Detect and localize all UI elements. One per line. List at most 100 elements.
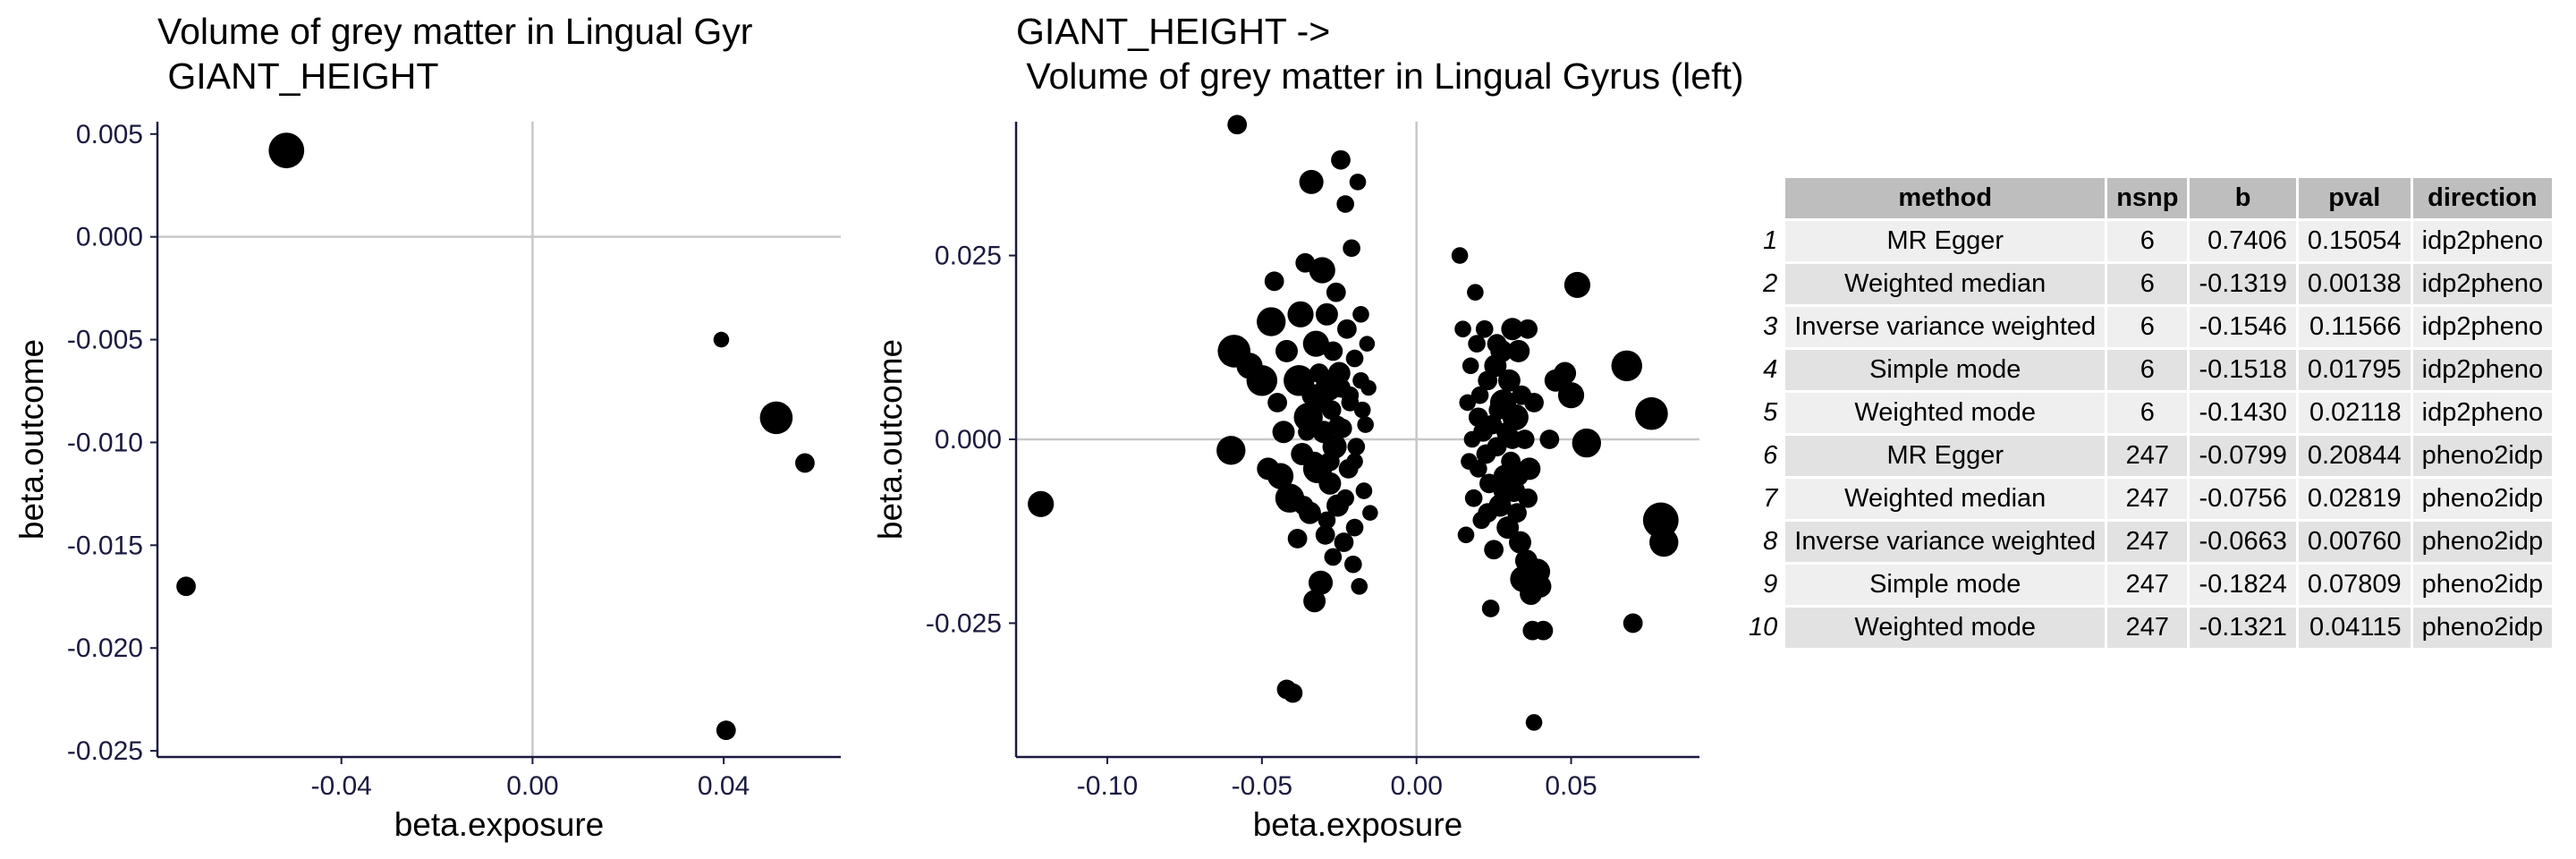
data-point <box>1635 396 1668 430</box>
data-point <box>1468 335 1486 353</box>
cell-nsnp: 6 <box>2107 221 2188 261</box>
data-point <box>759 401 793 435</box>
row-id: 5 <box>1749 393 1784 433</box>
data-point <box>1227 115 1248 135</box>
data-point <box>1533 620 1554 641</box>
data-point <box>1337 319 1357 339</box>
data-point <box>1324 548 1343 566</box>
data-point <box>1529 574 1552 598</box>
x-tick-label: -0.10 <box>1077 771 1138 801</box>
column-header-direction: direction <box>2412 178 2553 218</box>
cell-method: MR Egger <box>1785 436 2106 476</box>
cell-pval: 0.20844 <box>2298 436 2411 476</box>
data-point <box>1246 365 1278 396</box>
data-point <box>1345 518 1364 537</box>
data-point <box>1518 488 1538 508</box>
cell-pval: 0.00138 <box>2298 264 2411 304</box>
data-point <box>1293 496 1314 515</box>
column-header-b: b <box>2190 178 2296 218</box>
data-point <box>1572 428 1602 458</box>
data-point <box>713 331 730 348</box>
table-row: 2 Weighted median 6 -0.1319 0.00138 idp2pheno <box>1749 264 2553 304</box>
cell-nsnp: 6 <box>2107 264 2188 304</box>
cell-method: Weighted mode <box>1785 393 2106 433</box>
data-point <box>1336 195 1355 213</box>
data-point <box>1303 590 1326 613</box>
data-point <box>1359 336 1376 352</box>
column-header-pval: pval <box>2298 178 2411 218</box>
data-point <box>1362 505 1378 521</box>
data-point <box>1611 350 1643 382</box>
table-row: 3 Inverse variance weighted 6 -0.1546 0.1156… <box>1749 307 2553 347</box>
cell-direction: idp2pheno <box>2412 264 2553 304</box>
data-point <box>1525 714 1543 731</box>
row-id: 1 <box>1749 221 1784 261</box>
data-point <box>1518 319 1538 339</box>
cell-method: Simple mode <box>1785 350 2106 390</box>
x-tick-label: -0.04 <box>310 771 371 801</box>
x-axis-title: beta.exposure <box>394 806 605 843</box>
y-tick-label: -0.010 <box>67 428 143 457</box>
data-point <box>1328 415 1347 434</box>
cell-direction: pheno2idp <box>2412 522 2553 562</box>
data-point <box>1315 524 1335 545</box>
cell-method: Weighted mode <box>1785 608 2106 648</box>
y-tick-label: -0.025 <box>926 608 1002 638</box>
cell-nsnp: 247 <box>2107 479 2188 519</box>
data-point <box>1355 482 1373 499</box>
data-point <box>1272 421 1295 444</box>
table-row: 10 Weighted mode 247 -0.1321 0.04115 pheno2id… <box>1749 608 2553 648</box>
cell-nsnp: 247 <box>2107 608 2188 648</box>
data-point <box>1649 527 1679 557</box>
data-point <box>1318 472 1342 495</box>
data-point <box>1264 271 1284 292</box>
table-row: 4 Simple mode 6 -0.1518 0.01795 idp2pheno <box>1749 350 2553 390</box>
cell-pval: 0.01795 <box>2298 350 2411 390</box>
y-tick-label: 0.000 <box>935 425 1002 455</box>
table-row: 9 Simple mode 247 -0.1824 0.07809 pheno2idp <box>1749 565 2553 605</box>
data-point <box>1304 451 1325 472</box>
cell-pval: 0.02819 <box>2298 479 2411 519</box>
data-point <box>176 576 196 597</box>
data-point <box>1623 613 1643 634</box>
data-point <box>1308 570 1334 595</box>
data-point <box>1352 371 1369 389</box>
data-point <box>1310 393 1331 412</box>
data-point <box>1267 463 1294 489</box>
table-row: 8 Inverse variance weighted 247 -0.0663 0.00… <box>1749 522 2553 562</box>
cell-b: -0.0756 <box>2190 479 2296 519</box>
column-header-method: method <box>1785 178 2106 218</box>
data-point <box>1487 334 1507 354</box>
row-id: 3 <box>1749 307 1784 347</box>
table-row: 5 Weighted mode 6 -0.1430 0.02118 idp2pheno <box>1749 393 2553 433</box>
cell-method: Simple mode <box>1785 565 2106 605</box>
y-axis-title: beta.outcome <box>13 339 50 540</box>
data-point <box>1309 257 1335 284</box>
cell-nsnp: 6 <box>2107 307 2188 347</box>
cell-direction: pheno2idp <box>2412 565 2553 605</box>
data-point <box>795 453 815 473</box>
data-point <box>1302 330 1329 357</box>
data-point <box>1487 437 1507 457</box>
data-point <box>1257 307 1286 336</box>
table-row: 6 MR Egger 247 -0.0799 0.20844 pheno2idp <box>1749 436 2553 476</box>
cell-direction: idp2pheno <box>2412 221 2553 261</box>
cell-nsnp: 6 <box>2107 393 2188 433</box>
data-point <box>1469 460 1487 478</box>
data-point <box>1326 282 1346 302</box>
data-point <box>1454 320 1471 338</box>
row-id: 9 <box>1749 565 1784 605</box>
data-point <box>1484 540 1504 560</box>
data-point <box>1501 318 1524 341</box>
data-point <box>1470 386 1489 404</box>
y-tick-label: -0.020 <box>67 634 143 663</box>
table-row: 1 MR Egger 6 0.7406 0.15054 idp2pheno <box>1749 221 2553 261</box>
row-id: 6 <box>1749 436 1784 476</box>
cell-b: -0.0663 <box>2190 522 2296 562</box>
cell-method: Weighted median <box>1785 479 2106 519</box>
data-point <box>716 720 736 741</box>
data-point <box>1299 169 1324 194</box>
y-tick-label: -0.005 <box>67 326 143 355</box>
cell-method: MR Egger <box>1785 221 2106 261</box>
cell-method: Inverse variance weighted <box>1785 307 2106 347</box>
